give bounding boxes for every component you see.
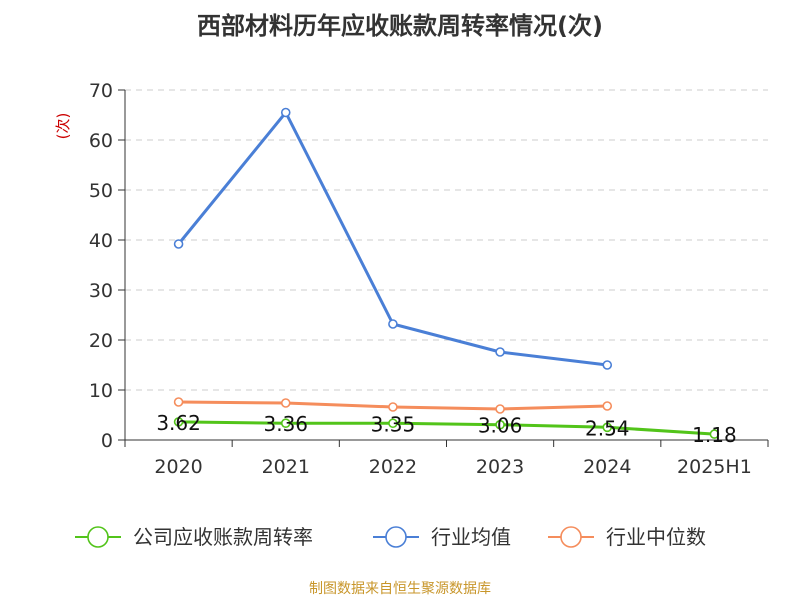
- data-source-note: 制图数据来自恒生聚源数据库: [309, 581, 491, 597]
- legend-marker: [385, 526, 407, 548]
- data-point: [388, 418, 398, 429]
- data-point: [602, 401, 613, 411]
- data-label: 3.36: [263, 412, 308, 436]
- y-tick-labels: 0 10 20 30 40 50 60 70: [89, 80, 113, 452]
- x-tick-labels: 2020 2021 2022 2023 2024 2025H1: [154, 456, 751, 478]
- chart-title: 西部材料历年应收账款周转率情况(次): [197, 12, 603, 40]
- y-tick-label: 60: [89, 130, 113, 152]
- axes: [118, 89, 769, 447]
- data-point: [495, 419, 505, 430]
- data-point: [388, 402, 398, 412]
- data-point: [280, 418, 291, 429]
- data-point: [709, 429, 720, 439]
- data-point: [173, 417, 184, 427]
- legend-label: 行业均值: [431, 525, 511, 549]
- y-tick-label: 0: [101, 430, 113, 452]
- data-label: 3.35: [371, 412, 416, 436]
- y-tick-label: 40: [89, 230, 113, 252]
- data-label: 2.54: [585, 416, 630, 440]
- x-tick-label: 2021: [262, 456, 310, 478]
- y-tick-label: 20: [89, 330, 113, 352]
- x-tick-label: 2022: [369, 456, 417, 478]
- data-point: [495, 404, 505, 414]
- y-tick-label: 70: [89, 80, 113, 102]
- data-point: [602, 360, 613, 370]
- x-tick-label: 2024: [583, 456, 631, 478]
- series-line: [178, 420, 715, 436]
- data-point: [280, 398, 291, 408]
- legend-marker: [560, 526, 582, 548]
- x-tick-label: 2020: [154, 456, 202, 478]
- data-point: [173, 397, 184, 407]
- data-point: [388, 319, 398, 329]
- y-axis-unit-label: (次): [54, 113, 72, 140]
- data-point: [602, 422, 613, 433]
- x-tick-label: 2025H1: [677, 456, 752, 478]
- data-labels: 3.62 3.36 3.35 3.06 2.54 1.18: [156, 411, 736, 447]
- legend-label: 公司应收账款周转率: [133, 525, 313, 549]
- data-label: 3.06: [478, 414, 523, 438]
- legend-label: 行业中位数: [606, 525, 706, 549]
- y-tick-label: 50: [89, 180, 113, 202]
- data-label: 3.62: [156, 411, 201, 435]
- data-point: [280, 107, 291, 118]
- legend: 公司应收账款周转率 行业均值 行业中位数: [75, 525, 706, 549]
- legend-marker: [87, 526, 109, 548]
- y-tick-label: 10: [89, 380, 113, 402]
- grid-lines: [125, 89, 768, 391]
- y-tick-label: 30: [89, 280, 113, 302]
- x-tick-label: 2023: [476, 456, 524, 478]
- series-lines: [173, 107, 720, 439]
- data-point: [495, 347, 505, 357]
- data-point: [173, 239, 184, 249]
- data-label: 1.18: [692, 423, 737, 447]
